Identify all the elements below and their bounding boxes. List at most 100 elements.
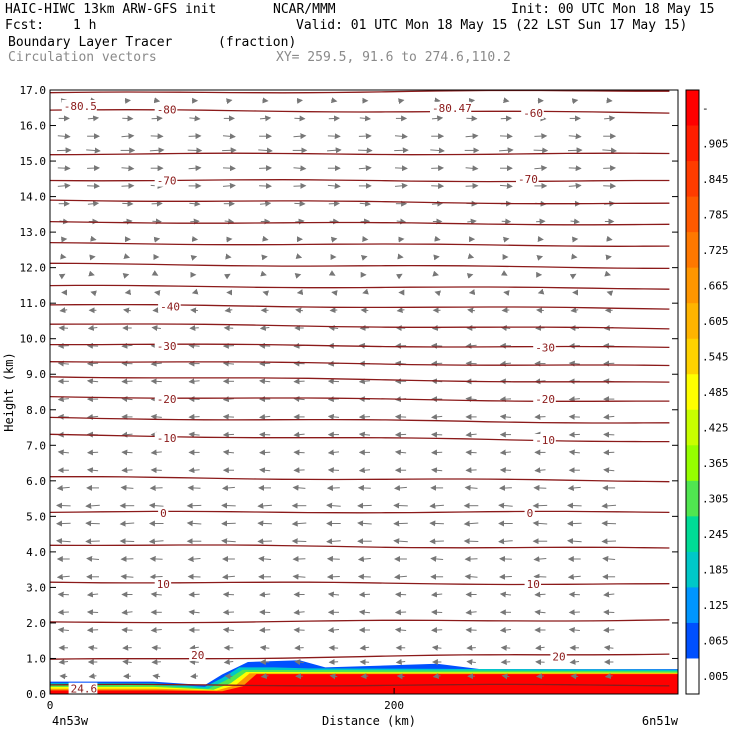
vector-arrow <box>189 659 199 666</box>
vector-arrow <box>533 573 547 580</box>
vector-arrow <box>121 609 133 616</box>
vector-arrow <box>603 644 614 651</box>
vector-arrow <box>122 644 132 651</box>
vector-arrow <box>568 133 582 140</box>
vector-arrow <box>358 467 371 474</box>
vector-arrow <box>150 378 162 385</box>
vector-arrow <box>330 236 338 243</box>
vector-arrow <box>57 396 69 403</box>
contour-label-bg <box>154 577 172 590</box>
contour-label: 0 <box>527 507 534 520</box>
vector-arrow <box>429 538 444 545</box>
contour-label-bg <box>533 341 556 354</box>
vector-arrow <box>360 255 368 261</box>
vector-arrow <box>499 133 513 140</box>
vector-arrow <box>603 431 615 438</box>
vector-arrow <box>222 627 235 633</box>
vector-arrow <box>259 449 271 456</box>
vector-arrow <box>121 165 135 172</box>
colorbar-cell <box>686 587 699 624</box>
vector-arrow <box>86 449 99 456</box>
vector-arrow <box>296 289 304 296</box>
vector-arrow <box>603 449 615 456</box>
colorbar-cell <box>686 90 699 127</box>
vector-arrow <box>221 538 236 545</box>
vector-arrow <box>467 218 477 225</box>
vector-arrow <box>224 673 233 680</box>
x-tick-label: 200 <box>384 699 404 712</box>
vector-arrow <box>396 218 407 225</box>
vector-arrow <box>122 273 130 279</box>
vector-arrow <box>293 165 307 172</box>
vector-arrow <box>293 627 305 634</box>
vector-arrow <box>431 449 443 456</box>
x-axis: 0 200 <box>47 688 404 712</box>
vector-arrow <box>188 378 200 385</box>
vector-arrow <box>188 467 200 474</box>
vector-arrow <box>222 342 235 349</box>
contour-label: 0 <box>160 507 167 520</box>
vector-arrow <box>121 396 133 403</box>
colorbar-label: .305 <box>702 493 729 506</box>
vector-arrow <box>434 235 441 242</box>
vector-arrow <box>503 97 510 104</box>
colorbar-label: .485 <box>702 386 729 399</box>
colorbar-label: .785 <box>702 208 729 221</box>
vector-arrow <box>570 673 579 680</box>
vector-arrow <box>56 520 71 527</box>
vector-arrow <box>293 360 305 367</box>
vector-arrow <box>293 396 305 403</box>
vector-arrow <box>465 342 477 349</box>
vector-arrow <box>57 342 69 349</box>
vector-arrow <box>87 115 100 122</box>
vector-arrow <box>500 659 511 666</box>
vector-field-name: Circulation vectors <box>8 50 157 65</box>
vector-arrow <box>259 324 270 331</box>
vector-arrow <box>464 555 478 562</box>
vector-arrow <box>358 591 371 598</box>
vector-arrow <box>225 253 232 260</box>
vector-arrow <box>533 147 549 154</box>
vector-arrow <box>567 484 581 491</box>
contour-label-bg <box>68 682 98 695</box>
vector-arrow <box>326 573 340 580</box>
vector-arrow <box>259 182 272 189</box>
contour-line <box>50 262 670 270</box>
vector-arrow <box>567 147 583 154</box>
vector-arrow <box>259 644 270 651</box>
vector-arrow <box>262 235 269 242</box>
contour-label: -10 <box>535 434 555 447</box>
vector-arrow <box>571 253 578 260</box>
circulation-vectors <box>56 97 617 680</box>
vector-arrow <box>465 609 477 616</box>
vector-arrow <box>532 502 548 509</box>
vector-arrow <box>360 218 371 225</box>
vector-arrow <box>188 431 200 438</box>
vector-arrow <box>188 396 200 403</box>
vector-arrow <box>394 573 407 580</box>
vector-arrow <box>434 97 441 104</box>
vector-arrow <box>603 413 615 420</box>
vector-arrow <box>430 147 445 154</box>
vector-arrow <box>499 591 512 598</box>
vector-arrow <box>188 609 200 616</box>
xy-range: XY= 259.5, 91.6 to 274.6,110.2 <box>276 50 511 65</box>
vector-arrow <box>499 449 512 456</box>
vector-arrow <box>222 133 236 140</box>
vector-arrow <box>465 627 477 634</box>
vector-arrow <box>394 413 407 420</box>
vector-arrow <box>537 236 544 242</box>
vector-arrow <box>465 165 479 172</box>
vector-arrow <box>123 253 131 259</box>
contour-line <box>50 323 670 330</box>
contour-line <box>50 179 670 183</box>
vector-arrow <box>295 218 305 225</box>
colorbar-label: .125 <box>702 599 729 612</box>
vector-arrow <box>357 520 372 527</box>
vector-arrow <box>292 484 306 491</box>
y-tick-label: 13.0 <box>20 226 47 239</box>
vector-arrow <box>59 673 68 680</box>
vector-arrow <box>123 307 131 314</box>
vector-arrow <box>431 182 445 189</box>
